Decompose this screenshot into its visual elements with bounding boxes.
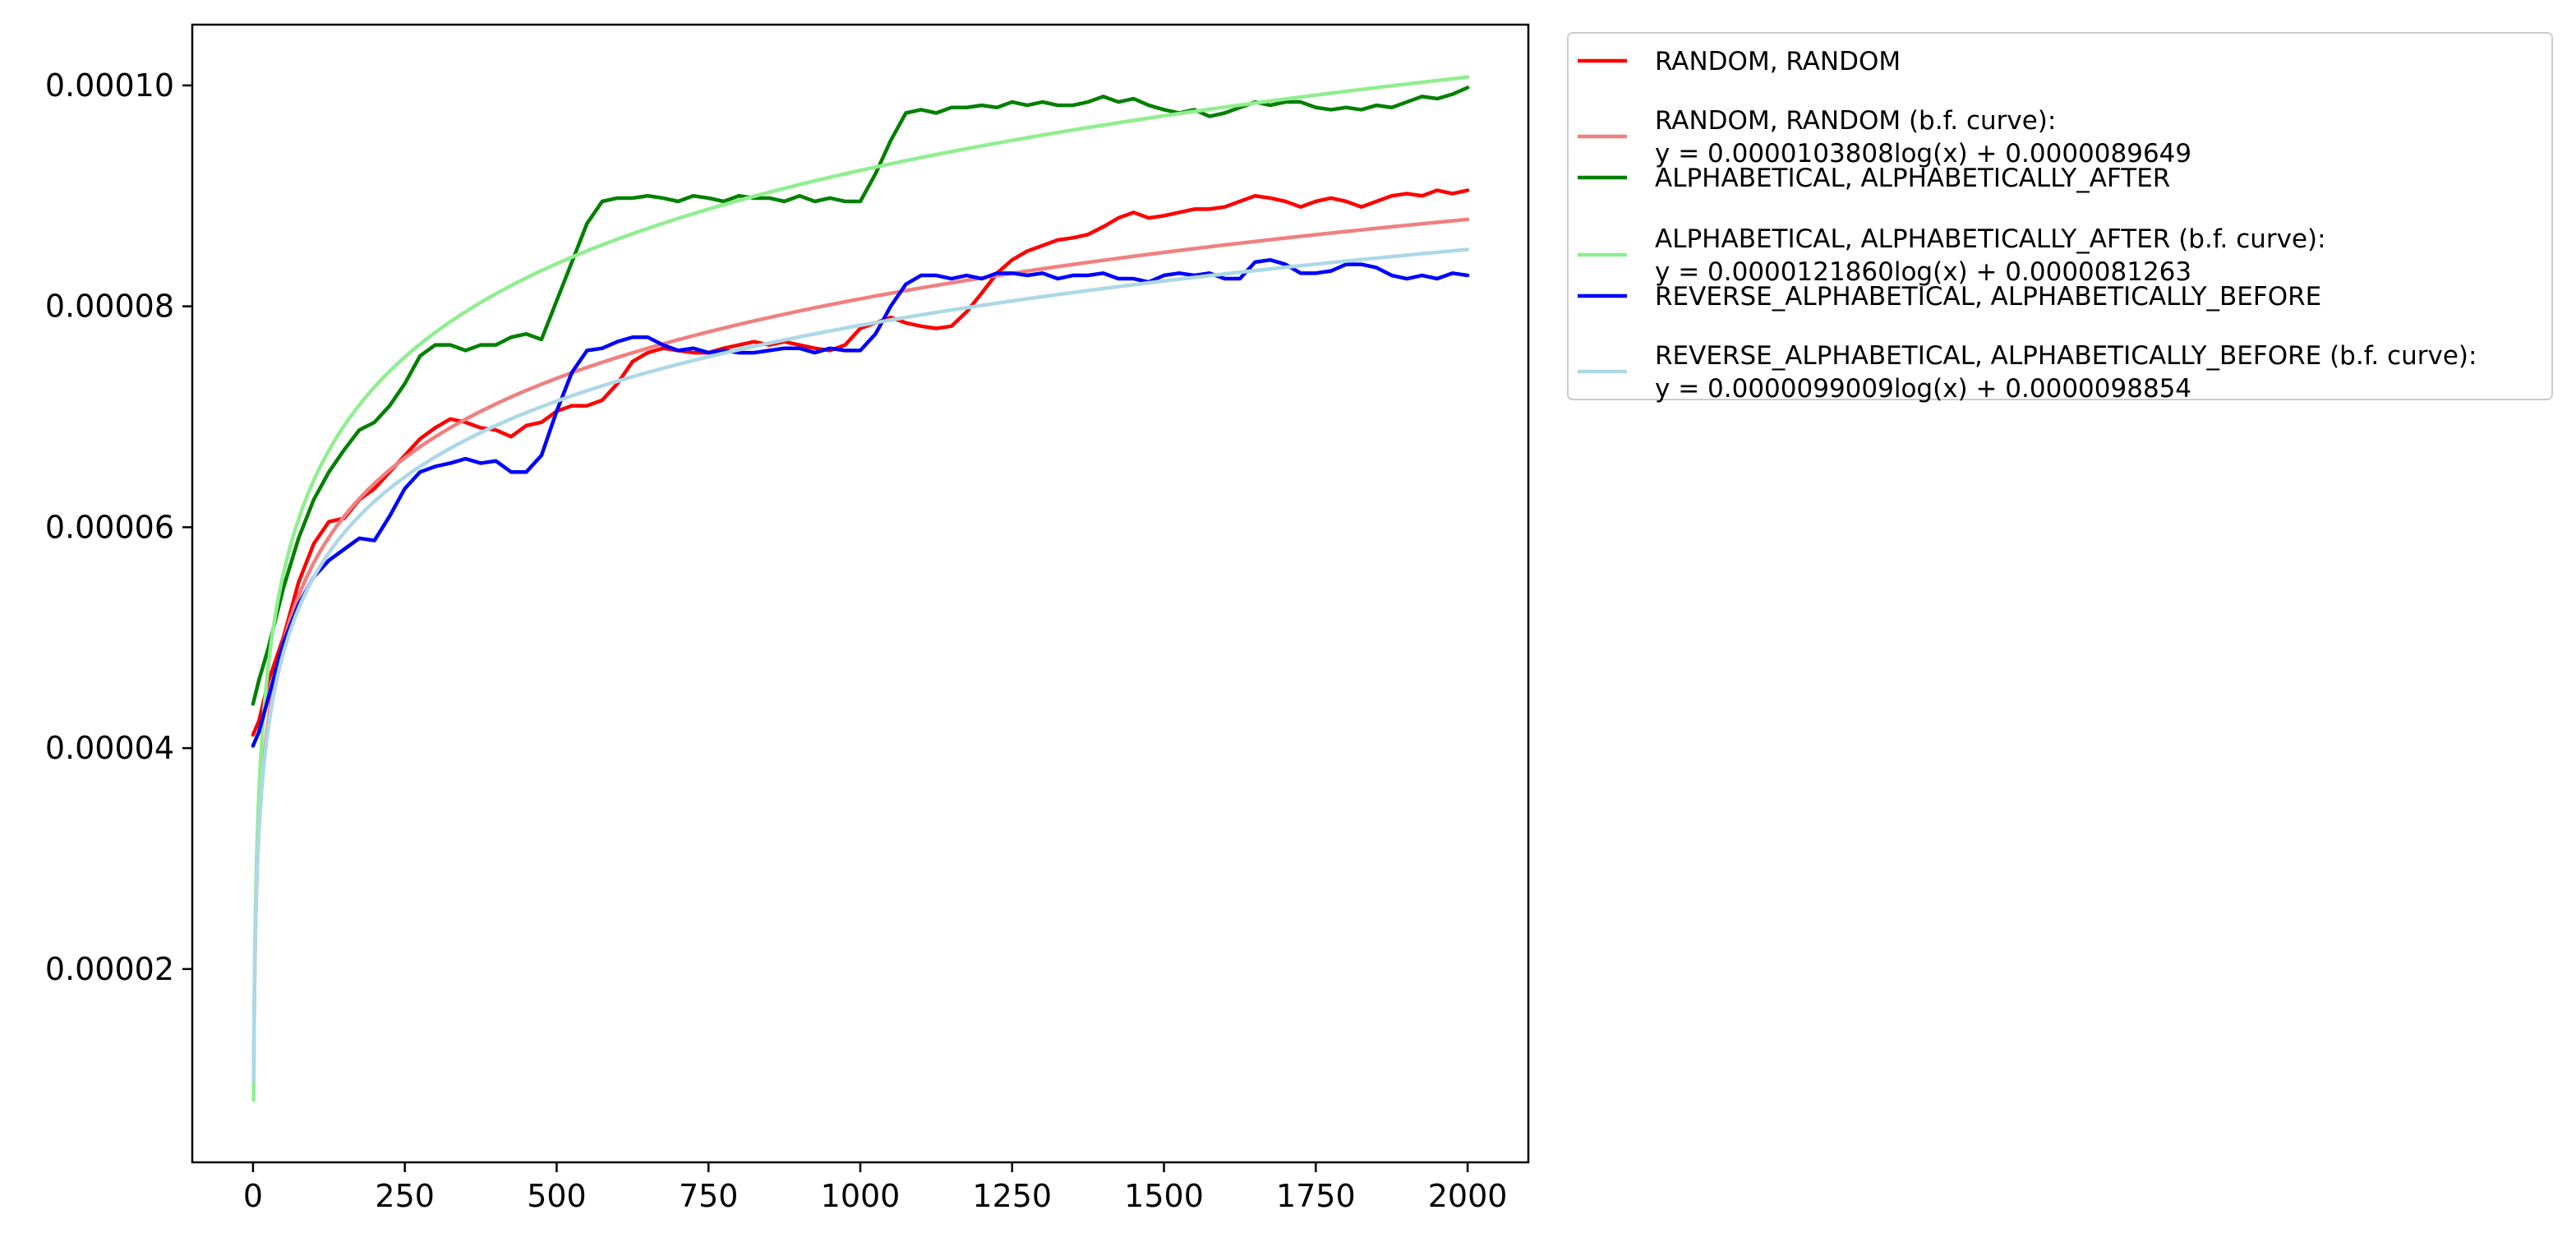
x-tick-label: 250 xyxy=(375,1178,435,1214)
y-tick-label: 0.00008 xyxy=(45,289,174,325)
axes-frame xyxy=(191,23,1530,1164)
legend-label: y = 0.0000103808log(x) + 0.0000089649 xyxy=(1655,139,2191,169)
x-tick-label: 1750 xyxy=(1276,1178,1356,1214)
y-tick-label: 0.00010 xyxy=(45,67,174,104)
series-line-3 xyxy=(251,85,1470,706)
series-line-5 xyxy=(251,257,1470,748)
legend-label: ALPHABETICAL, ALPHABETICALLY_AFTER (b.f.… xyxy=(1655,224,2326,254)
legend: RANDOM, RANDOM RANDOM, RANDOM (b.f. curve… xyxy=(1567,32,2553,404)
x-tick-label: 1000 xyxy=(821,1178,901,1214)
y-tick-label: 0.00006 xyxy=(45,509,174,545)
x-tick-label: 750 xyxy=(679,1178,739,1214)
legend-label: y = 0.0000121860log(x) + 0.0000081263 xyxy=(1655,257,2191,287)
x-tick-label: 1250 xyxy=(972,1178,1052,1214)
x-tick-label: 0 xyxy=(243,1178,263,1214)
series-line-6 xyxy=(251,247,1470,1083)
x-tick-label: 1500 xyxy=(1124,1178,1204,1214)
y-tick-label: 0.00004 xyxy=(45,730,174,766)
series-line-1 xyxy=(251,188,1470,737)
x-tick-label: 500 xyxy=(527,1178,587,1214)
legend-label: REVERSE_ALPHABETICAL, ALPHABETICALLY_BEF… xyxy=(1655,282,2321,312)
plot-area xyxy=(251,75,1470,1102)
x-tick-label: 2000 xyxy=(1428,1178,1508,1214)
legend-label: ALPHABETICAL, ALPHABETICALLY_AFTER xyxy=(1655,164,2170,193)
legend-box xyxy=(1567,32,2553,400)
x-axis: 0 250 500 750 1000 1250 1500 1750 2000 xyxy=(243,1162,1508,1214)
y-tick-label: 0.00002 xyxy=(45,951,174,987)
legend-label: RANDOM, RANDOM (b.f. curve): xyxy=(1655,106,2056,136)
y-axis: 0.00002 0.00004 0.00006 0.00008 0.00010 xyxy=(45,67,192,987)
legend-label: REVERSE_ALPHABETICAL, ALPHABETICALLY_BEF… xyxy=(1655,341,2477,371)
legend-label: y = 0.0000099009log(x) + 0.0000098854 xyxy=(1655,374,2191,404)
series-line-4 xyxy=(251,75,1470,1102)
legend-label: RANDOM, RANDOM xyxy=(1655,47,1901,76)
